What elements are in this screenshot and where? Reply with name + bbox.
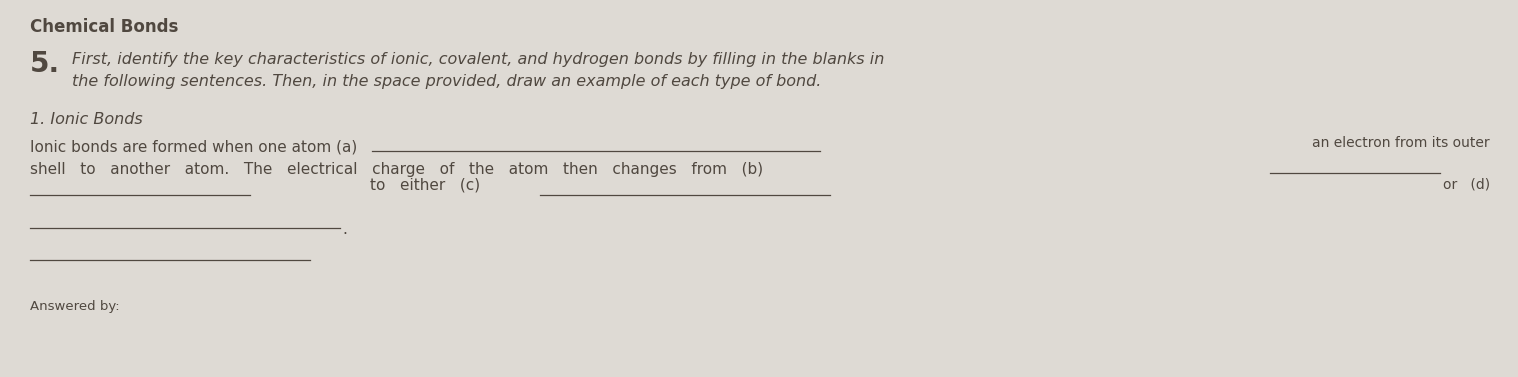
Text: Chemical Bonds: Chemical Bonds <box>30 18 179 36</box>
Text: Ionic bonds are formed when one atom (a): Ionic bonds are formed when one atom (a) <box>30 140 357 155</box>
Text: an electron from its outer: an electron from its outer <box>1313 136 1491 150</box>
Text: to   either   (c): to either (c) <box>370 178 480 193</box>
Text: .: . <box>342 222 348 237</box>
Text: shell   to   another   atom.   The   electrical   charge   of   the   atom   the: shell to another atom. The electrical ch… <box>30 162 764 177</box>
Text: Answered by:: Answered by: <box>30 300 120 313</box>
Text: the following sentences. Then, in the space provided, draw an example of each ty: the following sentences. Then, in the sp… <box>71 74 821 89</box>
Text: 1. Ionic Bonds: 1. Ionic Bonds <box>30 112 143 127</box>
Text: 5.: 5. <box>30 50 61 78</box>
Text: or   (d): or (d) <box>1444 178 1491 192</box>
Text: First, identify the key characteristics of ionic, covalent, and hydrogen bonds b: First, identify the key characteristics … <box>71 52 885 67</box>
